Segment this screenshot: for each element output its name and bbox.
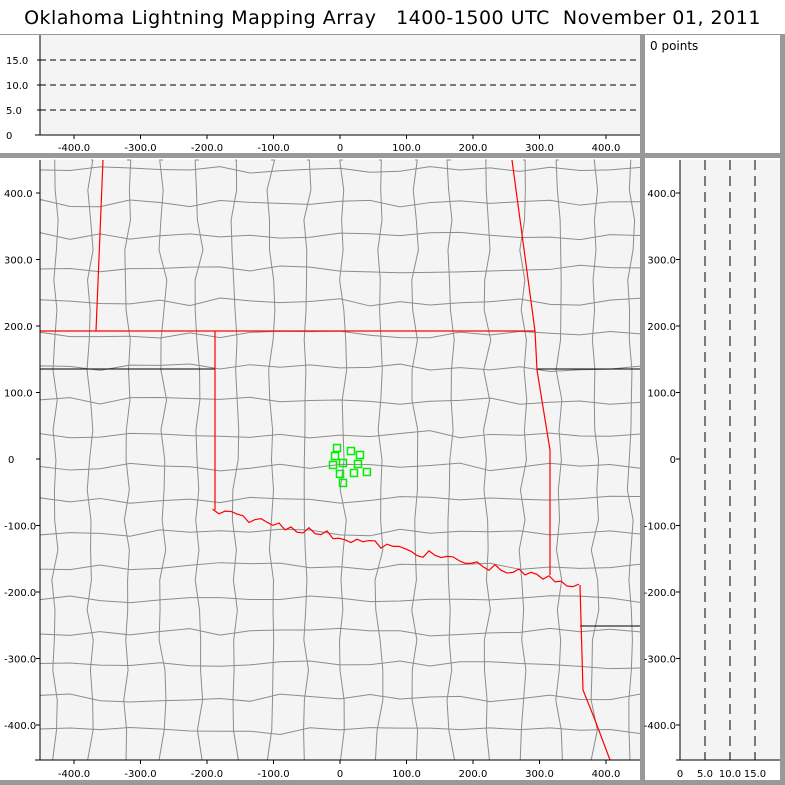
state-border-black: [40, 368, 640, 627]
map-x-tick-label: 300.0: [525, 769, 554, 780]
side-y-tick-label: -200.0: [644, 588, 676, 599]
station-marker: [355, 450, 365, 460]
map-y-tick-label: -300.0: [4, 655, 36, 666]
side-x-tick-label: 10.0: [719, 769, 741, 780]
side-y-tick-label: -400.0: [644, 721, 676, 732]
side-y-tick-label: -100.0: [644, 522, 676, 533]
map-y-tick-label: -100.0: [4, 522, 36, 533]
map-x-tick-label: 400.0: [592, 769, 621, 780]
page-title: Oklahoma Lightning Mapping Array 1400-15…: [0, 0, 785, 34]
map-x-tick-label: 100.0: [392, 769, 421, 780]
station-marker: [362, 467, 372, 477]
station-marker: [353, 459, 363, 469]
y-tick-label: 0: [6, 131, 12, 142]
map-y-tick-label: 0: [8, 455, 14, 466]
map-y-tick-label: 200.0: [4, 322, 33, 333]
x-tick-label: -300.0: [124, 143, 156, 154]
map-x-tick-label: 0: [337, 769, 343, 780]
station-marker: [332, 443, 342, 453]
map-x-tick-label: 200.0: [459, 769, 488, 780]
station-marker: [346, 446, 356, 456]
map-y-tick-label: 400.0: [4, 189, 33, 200]
x-tick-label: 400.0: [592, 143, 621, 154]
map-y-tick-label: -200.0: [4, 588, 36, 599]
side-y-tick-label: -300.0: [644, 655, 676, 666]
station-marker: [338, 478, 348, 488]
y-tick-label: 15.0: [6, 56, 28, 67]
side-y-tick-label: 100.0: [647, 389, 676, 400]
y-tick-label: 10.0: [6, 81, 28, 92]
county-borders: [39, 159, 641, 761]
side-y-tick-label: 200.0: [647, 322, 676, 333]
x-tick-label: 0: [337, 143, 343, 154]
side-x-tick-label: 0: [677, 769, 683, 780]
map-y-tick-label: 100.0: [4, 389, 33, 400]
map-x-tick-label: -400.0: [58, 769, 90, 780]
state-borders: [40, 159, 611, 761]
x-tick-label: 300.0: [525, 143, 554, 154]
side-y-tick-label: 400.0: [647, 189, 676, 200]
station-marker: [328, 460, 338, 470]
map-y-tick-label: -400.0: [4, 721, 36, 732]
map-x-tick-label: -100.0: [257, 769, 289, 780]
x-tick-label: -100.0: [257, 143, 289, 154]
map-x-tick-label: -200.0: [191, 769, 223, 780]
map-x-tick-label: -300.0: [124, 769, 156, 780]
map-y-tick-label: 300.0: [4, 256, 33, 267]
side-x-tick-label: 5.0: [697, 769, 713, 780]
x-tick-label: 200.0: [459, 143, 488, 154]
side-y-tick-label: 300.0: [647, 256, 676, 267]
station-marker: [349, 468, 359, 478]
x-tick-label: 100.0: [392, 143, 421, 154]
x-tick-label: -200.0: [191, 143, 223, 154]
y-tick-label: 5.0: [6, 106, 22, 117]
station-marker: [338, 458, 348, 468]
info-panel: 0 points: [645, 35, 780, 153]
side-x-tick-label: 15.0: [744, 769, 766, 780]
station-marker: [330, 451, 340, 461]
side-y-tick-label: 0: [670, 455, 676, 466]
x-tick-label: -400.0: [58, 143, 90, 154]
point-count: 0 points: [650, 39, 699, 53]
station-marker: [335, 469, 345, 479]
